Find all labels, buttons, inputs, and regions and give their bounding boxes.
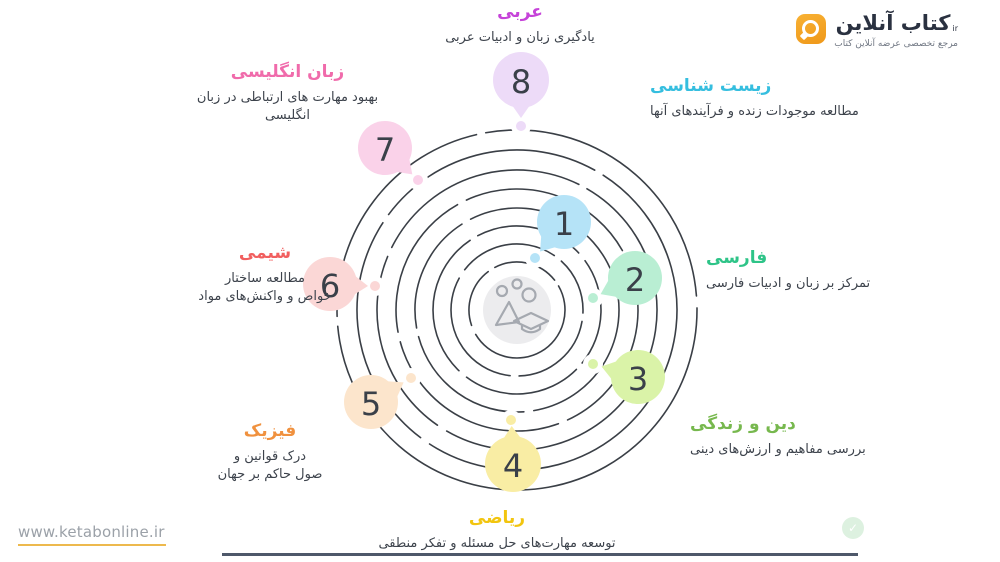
bubble-number: 2 xyxy=(625,261,645,299)
bubble-chemistry: 6 xyxy=(303,257,385,311)
subject-description: بهبود مهارت های ارتباطی در زبان انگلیسی xyxy=(196,90,379,124)
spiral-rings xyxy=(336,129,698,491)
bubble-number: 7 xyxy=(375,131,395,169)
subject-label-english: زبان انگلیسی بهبود مهارت های ارتباطی در … xyxy=(185,62,390,125)
bubble-circle xyxy=(303,257,357,311)
subject-description: بررسی مفاهیم و ارزش‌های دینی xyxy=(690,442,866,458)
logo-ir-suffix: ir xyxy=(952,24,958,34)
bubble-math: 4 xyxy=(485,410,541,492)
bubble-circle xyxy=(611,350,665,404)
subject-description: مطالعه موجودات زنده و فرآیندهای آنها xyxy=(650,104,859,120)
bubble-dot xyxy=(530,253,540,263)
graduation-learning-icon xyxy=(494,278,550,334)
bubble-dot xyxy=(506,415,516,425)
bubble-dot xyxy=(370,281,380,291)
bubble-circle xyxy=(485,436,541,492)
speech-bubble-ring xyxy=(802,20,820,37)
speech-bubble-icon xyxy=(796,14,827,44)
subject-title: فارسی xyxy=(706,248,768,268)
bubble-dot xyxy=(406,373,416,383)
subject-title: زیست شناسی xyxy=(650,76,772,96)
watermark-check-icon: ✓ xyxy=(842,517,864,539)
subject-description: تمرکز بر زبان و ادبیات فارسی xyxy=(706,276,871,292)
bubble-number: 1 xyxy=(554,205,574,243)
subject-title: دین و زندگی xyxy=(690,414,796,434)
bubble-physics: 5 xyxy=(344,368,421,429)
bubble-circle xyxy=(358,121,412,175)
subject-label-physics: فیزیک درک قوانین و صول حاکم بر جهان xyxy=(175,421,365,484)
bubble-number: 5 xyxy=(361,385,381,423)
subject-label-arabic: عربی یادگیری زبان و ادبیات عربی xyxy=(420,2,620,47)
subject-label-religion-life: دین و زندگی بررسی مفاهیم و ارزش‌های دینی xyxy=(690,414,866,459)
subject-description: یادگیری زبان و ادبیات عربی xyxy=(445,30,595,46)
logo[interactable]: کتاب آنلاین ir مرجع تخصصی عرضه آنلاین کت… xyxy=(796,11,958,50)
subject-label-math: ریاضی توسعه مهارت‌های حل مسئله و تفکر من… xyxy=(347,508,647,553)
subject-description: توسعه مهارت‌های حل مسئله و تفکر منطقی xyxy=(378,536,616,552)
bubble-dot xyxy=(588,359,598,369)
bubble-dot xyxy=(413,175,423,185)
subject-label-chemistry: شیمی مطالعه ساختار خواص و واکنش‌های مواد xyxy=(170,243,360,306)
website-url[interactable]: www.ketabonline.ir xyxy=(18,523,165,541)
subject-label-biology: زیست شناسی مطالعه موجودات زنده و فرآینده… xyxy=(650,76,859,121)
center-circle xyxy=(483,276,551,344)
bubble-dot xyxy=(516,121,526,131)
subject-title: ریاضی xyxy=(468,508,526,528)
bubble-religion-life: 3 xyxy=(583,350,665,404)
logo-subtitle: مرجع تخصصی عرضه آنلاین کتاب xyxy=(834,39,958,50)
website-url-underline xyxy=(18,544,166,546)
subject-title: فیزیک xyxy=(243,421,297,441)
bubble-dot xyxy=(588,293,598,303)
bubble-biology: 1 xyxy=(525,195,591,268)
bubble-circle xyxy=(537,195,591,249)
subject-label-farsi: فارسی تمرکز بر زبان و ادبیات فارسی xyxy=(706,248,870,293)
bubble-english: 7 xyxy=(358,121,428,190)
bubble-circle xyxy=(344,375,398,429)
bottom-divider xyxy=(222,553,858,556)
bubble-farsi: 2 xyxy=(583,251,662,308)
bubble-number: 6 xyxy=(320,267,340,305)
bubble-circle xyxy=(493,52,549,108)
subject-title: زبان انگلیسی xyxy=(230,62,345,82)
subject-title: شیمی xyxy=(238,243,292,263)
bubble-circle xyxy=(608,251,662,305)
center-hub xyxy=(483,276,551,344)
bubble-number: 4 xyxy=(503,447,523,485)
logo-title: کتاب آنلاین xyxy=(835,11,951,35)
bubble-arabic: 8 xyxy=(493,52,549,136)
bubble-number: 3 xyxy=(628,360,648,398)
subject-title: عربی xyxy=(497,2,543,22)
subject-description: درک قوانین و صول حاکم بر جهان xyxy=(217,449,323,483)
subject-description: مطالعه ساختار خواص و واکنش‌های مواد xyxy=(198,271,332,305)
bubble-number: 8 xyxy=(511,63,531,101)
bubble-tail xyxy=(353,275,368,295)
